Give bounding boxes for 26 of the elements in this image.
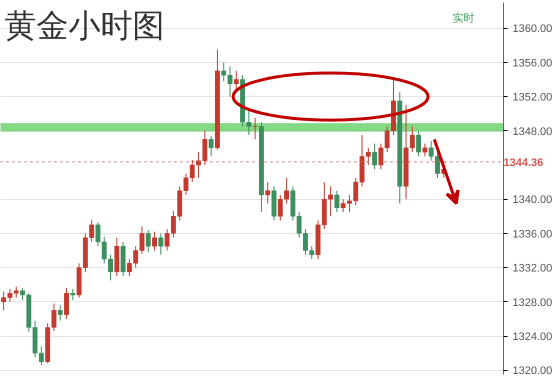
candlestick bbox=[158, 232, 164, 256]
y-tick-label: 1324.00 bbox=[512, 331, 552, 344]
y-tick-label: 1332.00 bbox=[512, 262, 552, 275]
annotation: 实时 bbox=[452, 12, 474, 24]
y-tick-label: 1328.00 bbox=[512, 296, 552, 309]
y-tick-label: 1348.00 bbox=[512, 126, 552, 138]
y-tick-label: 1340.00 bbox=[512, 194, 552, 206]
candlestick bbox=[146, 229, 151, 253]
y-tick-label: 1336.00 bbox=[512, 228, 552, 240]
y-tick-label: 1360.00 bbox=[512, 23, 552, 36]
candlestick bbox=[334, 190, 340, 213]
candlestick bbox=[208, 135, 214, 157]
candlestick bbox=[265, 182, 270, 204]
candlestick bbox=[422, 143, 428, 157]
ref-line-label: 1344.36 bbox=[504, 156, 544, 169]
candlestick bbox=[252, 117, 258, 140]
y-tick-label: 1356.00 bbox=[512, 57, 552, 70]
candlestick bbox=[416, 130, 422, 157]
chart-title: 黄金小时图 bbox=[4, 6, 164, 44]
candlestick bbox=[64, 288, 69, 320]
candlestick bbox=[58, 304, 63, 322]
y-tick-label: 1320.00 bbox=[512, 365, 552, 376]
candlestick bbox=[152, 231, 157, 251]
candlestick bbox=[372, 143, 378, 170]
y-tick-label: 1352.00 bbox=[512, 92, 552, 104]
candlestick bbox=[70, 288, 76, 301]
